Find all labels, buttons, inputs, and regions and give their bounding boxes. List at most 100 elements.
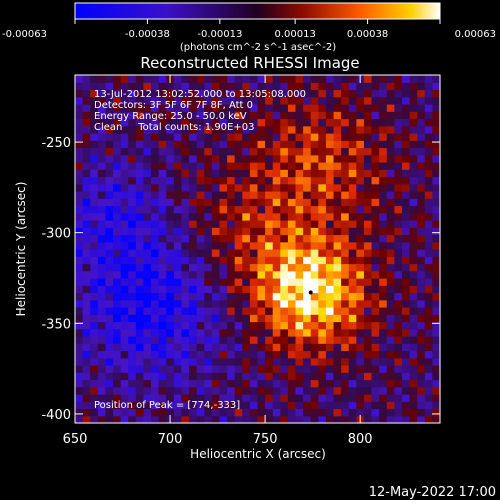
heatmap-cell	[417, 234, 426, 243]
heatmap-cell	[82, 386, 91, 395]
heatmap-cell	[82, 191, 91, 199]
heatmap-cell	[303, 263, 312, 272]
heatmap-cell	[204, 321, 213, 330]
heatmap-cell	[257, 249, 266, 257]
heatmap-cell	[128, 169, 137, 178]
heatmap-cell	[151, 278, 160, 286]
heatmap-cell	[348, 343, 357, 352]
heatmap-cell	[341, 285, 350, 294]
heatmap-cell	[417, 328, 426, 337]
heatmap-cell	[90, 82, 99, 91]
heatmap-cell	[295, 365, 304, 373]
heatmap-cell	[234, 89, 243, 98]
heatmap-cell	[90, 191, 99, 199]
heatmap-cell	[158, 401, 167, 410]
heatmap-cell	[348, 350, 357, 359]
heatmap-cell	[219, 220, 228, 228]
heatmap-cell	[356, 169, 365, 178]
heatmap-cell	[409, 379, 418, 388]
heatmap-cell	[363, 372, 373, 381]
heatmap-cell	[249, 314, 259, 323]
heatmap-cell	[371, 270, 380, 279]
heatmap-cell	[356, 140, 365, 149]
heatmap-cell	[128, 82, 137, 91]
heatmap-cell	[242, 212, 251, 221]
heatmap-cell	[417, 256, 426, 265]
heatmap-cell	[386, 96, 395, 105]
heatmap-cell	[105, 401, 114, 410]
heatmap-cell	[257, 394, 266, 402]
heatmap-cell	[75, 270, 84, 279]
heatmap-cell	[196, 256, 205, 265]
heatmap-cell	[120, 314, 129, 323]
heatmap-cell	[158, 191, 167, 199]
heatmap-cell	[204, 328, 213, 337]
heatmap-cell	[333, 220, 342, 228]
heatmap-cell	[379, 198, 388, 207]
heatmap-cell	[280, 256, 289, 265]
heatmap-cell	[181, 125, 190, 134]
heatmap-cell	[97, 234, 107, 243]
heatmap-cell	[265, 314, 274, 323]
heatmap-cell	[356, 212, 365, 221]
heatmap-cell	[363, 401, 373, 410]
heatmap-cell	[90, 343, 99, 352]
heatmap-cell	[280, 111, 289, 120]
heatmap-cell	[204, 234, 213, 243]
heatmap-cell	[341, 336, 350, 344]
heatmap-cell	[75, 386, 84, 395]
heatmap-cell	[394, 111, 403, 120]
heatmap-cell	[227, 75, 236, 83]
y-tick-label: -250	[41, 136, 71, 151]
heatmap-cell	[272, 154, 281, 163]
heatmap-cell	[158, 89, 167, 98]
heatmap-cell	[105, 256, 114, 265]
heatmap-cell	[318, 205, 327, 214]
heatmap-cell	[189, 191, 198, 199]
heatmap-cell	[90, 350, 99, 359]
heatmap-cell	[166, 401, 175, 410]
heatmap-cell	[120, 408, 129, 417]
heatmap-cell	[318, 372, 327, 381]
heatmap-cell	[211, 96, 221, 105]
heatmap-cell	[120, 241, 129, 250]
heatmap-cell	[128, 96, 137, 105]
heatmap-cell	[227, 118, 236, 127]
heatmap-cell	[82, 394, 91, 402]
heatmap-cell	[303, 212, 312, 221]
heatmap-cell	[166, 133, 175, 141]
heatmap-cell	[204, 343, 213, 352]
heatmap-cell	[242, 278, 251, 286]
heatmap-cell	[287, 96, 297, 105]
heatmap-cell	[97, 111, 107, 120]
heatmap-cell	[333, 96, 342, 105]
heatmap-cell	[227, 82, 236, 91]
heatmap-cell	[97, 343, 107, 352]
heatmap-cell	[166, 328, 175, 337]
heatmap-cell	[158, 307, 167, 315]
heatmap-cell	[417, 227, 426, 236]
heatmap-cell	[272, 314, 281, 323]
heatmap-cell	[318, 191, 327, 199]
heatmap-cell	[113, 125, 122, 134]
heatmap-cell	[113, 89, 122, 98]
heatmap-cell	[432, 263, 441, 272]
heatmap-cell	[287, 140, 297, 149]
heatmap-cell	[75, 372, 84, 381]
heatmap-cell	[97, 154, 107, 163]
heatmap-cell	[318, 198, 327, 207]
heatmap-cell	[341, 140, 350, 149]
heatmap-cell	[303, 278, 312, 286]
heatmap-cell	[280, 162, 289, 170]
heatmap-cell	[280, 386, 289, 395]
heatmap-cell	[143, 234, 152, 243]
heatmap-cell	[272, 249, 281, 257]
heatmap-cell	[151, 263, 160, 272]
heatmap-cell	[135, 285, 145, 294]
heatmap-cell	[363, 220, 373, 228]
heatmap-cell	[272, 82, 281, 91]
heatmap-cell	[318, 104, 327, 112]
heatmap-cell	[82, 307, 91, 315]
heatmap-cell	[158, 111, 167, 120]
heatmap-cell	[173, 256, 183, 265]
